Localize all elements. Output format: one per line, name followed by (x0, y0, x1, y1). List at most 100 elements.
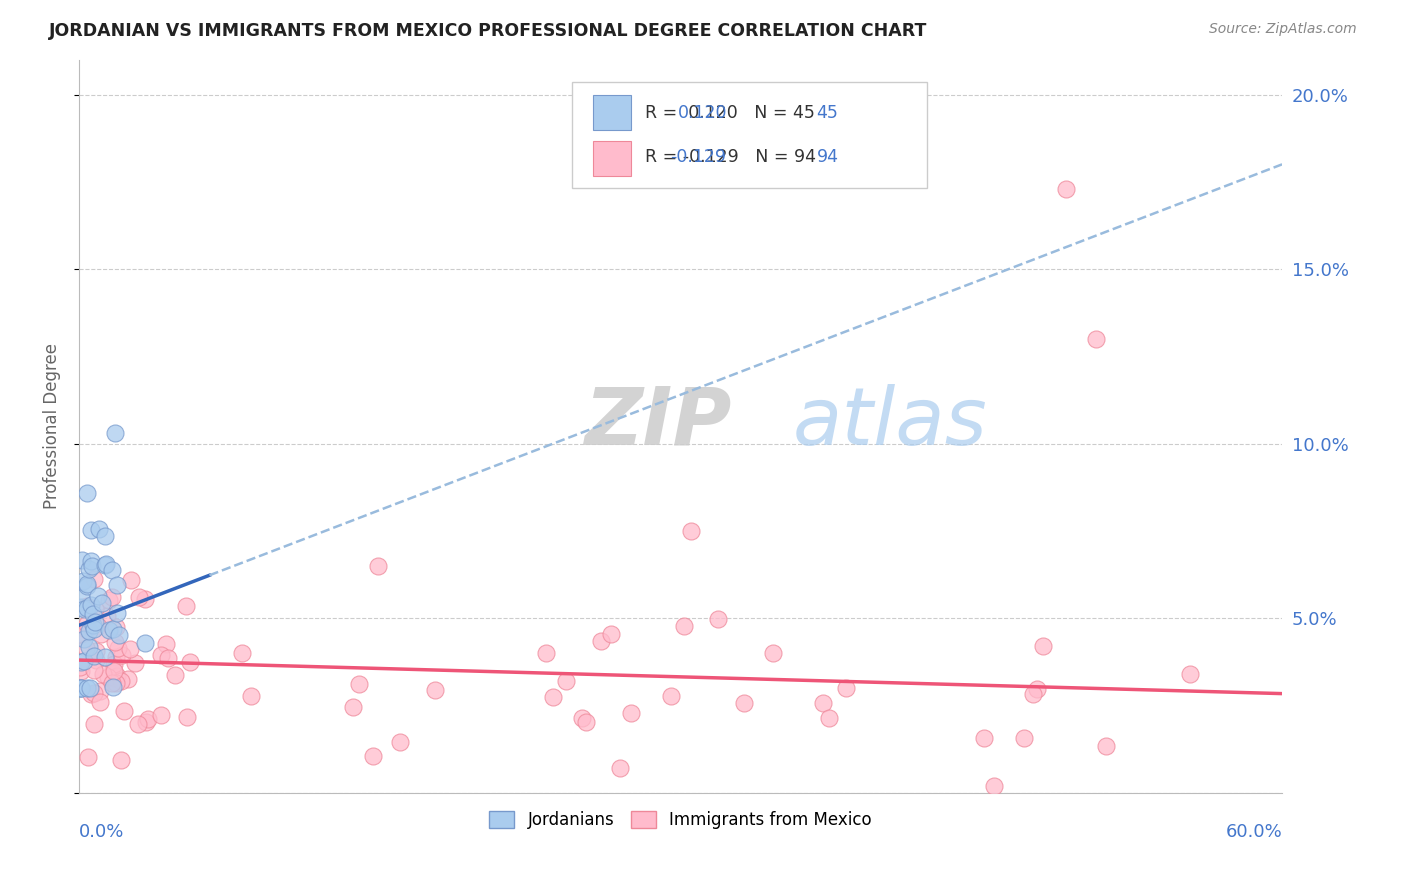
Point (620, 706, 643, 721)
Point (423, 682, 446, 697)
Point (179, 655, 201, 669)
Point (105, 578, 128, 592)
Point (76, 599, 98, 614)
Point (76, 750, 98, 764)
Point (118, 641, 141, 656)
Point (77, 562, 100, 576)
Point (69, 681, 91, 695)
Point (72, 574, 94, 588)
Point (104, 635, 127, 649)
Point (135, 714, 157, 729)
Point (762, 646, 785, 660)
Point (361, 749, 384, 764)
Point (105, 620, 128, 634)
Point (94, 650, 117, 665)
Point (100, 590, 122, 604)
Point (112, 704, 135, 718)
Point (84, 653, 107, 667)
Point (706, 612, 728, 626)
Point (79, 624, 101, 639)
Point (127, 717, 149, 731)
Point (76, 601, 98, 615)
Point (103, 671, 125, 685)
Point (70, 665, 93, 679)
Point (89, 683, 111, 698)
Point (973, 731, 995, 746)
Point (98, 593, 121, 607)
Point (103, 664, 125, 678)
Text: -0.129: -0.129 (669, 147, 725, 166)
Point (733, 696, 755, 710)
Point (69, 600, 91, 615)
Point (96, 608, 118, 623)
Point (80, 523, 103, 537)
Text: R =  0.120   N = 45: R = 0.120 N = 45 (644, 104, 814, 122)
Point (97, 669, 120, 683)
Point (1084, 332, 1107, 346)
Point (1012, 731, 1035, 746)
Point (165, 668, 187, 682)
Point (83, 573, 105, 587)
Point (101, 622, 124, 636)
Point (94, 529, 117, 543)
Point (76, 617, 98, 632)
Point (1022, 687, 1045, 701)
Point (82, 559, 104, 574)
Point (110, 753, 132, 767)
Point (138, 712, 160, 726)
Point (609, 761, 631, 775)
FancyBboxPatch shape (572, 81, 927, 188)
Point (367, 558, 389, 573)
Point (76, 681, 98, 695)
Bar (593, 95, 631, 130)
Point (91, 667, 114, 681)
Point (342, 700, 364, 714)
Point (104, 650, 127, 665)
Point (124, 657, 146, 671)
Point (103, 657, 125, 672)
Point (155, 637, 177, 651)
Point (1054, 182, 1077, 196)
Point (76, 577, 98, 591)
Point (659, 689, 682, 703)
Point (69, 655, 91, 669)
Text: 60.0%: 60.0% (1226, 823, 1282, 841)
Point (134, 636, 156, 650)
Point (72, 600, 94, 615)
Point (541, 690, 564, 705)
Point (73, 632, 96, 646)
Point (818, 711, 841, 725)
Point (105, 607, 128, 621)
Point (811, 696, 834, 710)
Point (240, 689, 263, 703)
Point (104, 676, 127, 690)
Point (69, 681, 91, 695)
Point (73, 601, 96, 615)
Text: 45: 45 (817, 104, 838, 122)
Text: 0.0%: 0.0% (79, 823, 125, 841)
Point (134, 592, 156, 607)
Point (86, 589, 108, 603)
Point (70, 553, 93, 567)
Point (80, 687, 103, 701)
Text: 94: 94 (817, 147, 838, 166)
Bar (593, 141, 631, 177)
Point (76, 579, 98, 593)
Point (176, 710, 198, 724)
Point (555, 673, 578, 688)
Point (76, 485, 98, 500)
Point (76, 623, 98, 637)
Point (571, 711, 593, 725)
Text: atlas: atlas (793, 384, 987, 461)
Text: R = -0.129   N = 94: R = -0.129 N = 94 (644, 147, 815, 166)
Point (82, 607, 104, 622)
Point (70, 591, 93, 606)
Point (149, 708, 172, 723)
Point (83, 622, 105, 636)
Point (679, 524, 702, 538)
Point (80, 554, 103, 568)
Point (107, 640, 129, 655)
Point (89, 695, 111, 709)
Point (128, 591, 150, 605)
Point (575, 714, 598, 729)
